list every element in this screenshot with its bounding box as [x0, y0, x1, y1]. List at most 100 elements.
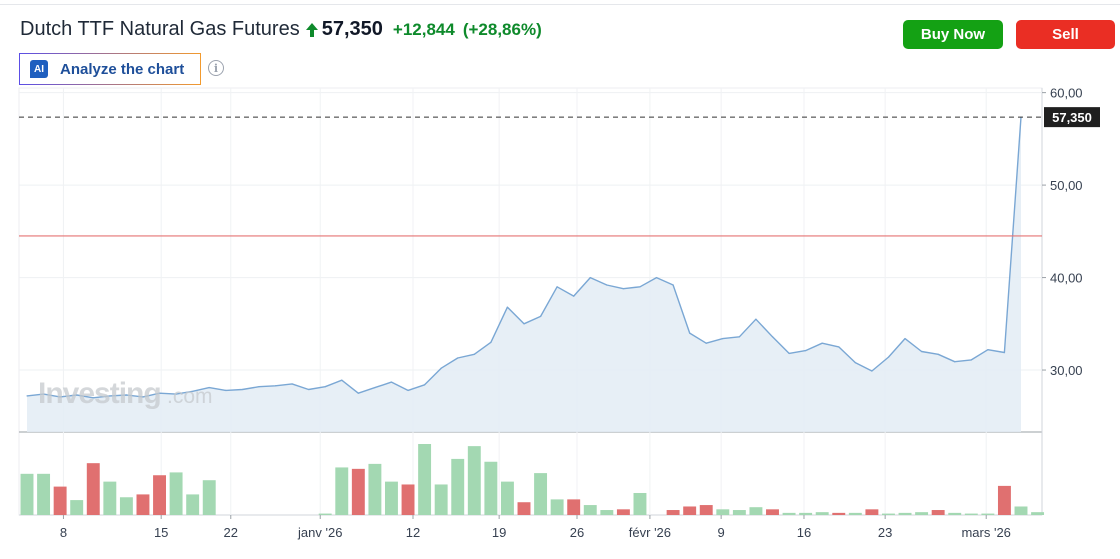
watermark-suffix: .com: [167, 385, 213, 408]
volume-bar: [517, 502, 531, 515]
volume-bar: [186, 494, 200, 515]
price-point: [556, 286, 558, 288]
volume-bar: [351, 468, 365, 515]
y-tick-label: 40,00: [1050, 271, 1083, 286]
volume-bar: [451, 458, 465, 515]
price-point: [192, 390, 194, 392]
price-point: [225, 389, 227, 391]
price-point: [324, 386, 326, 388]
volume-bar: [699, 505, 713, 515]
price-point: [341, 379, 343, 381]
volume-bar: [70, 500, 84, 515]
price-point: [42, 393, 45, 395]
price-point: [523, 323, 525, 325]
price-up-arrow-icon: [305, 22, 318, 37]
price-point: [573, 295, 575, 297]
price-point: [357, 392, 359, 394]
volume-bar: [865, 509, 879, 515]
price-point: [606, 284, 608, 286]
price-point: [589, 276, 591, 279]
watermark-brand: Investing: [38, 377, 161, 410]
volume-bar: [368, 463, 382, 515]
price-point: [158, 392, 161, 394]
volume-bar: [119, 497, 133, 515]
buy-now-button[interactable]: Buy Now: [903, 20, 1003, 49]
info-icon[interactable]: i: [208, 60, 224, 76]
price-point: [622, 288, 625, 290]
last-price-tag: [1044, 107, 1100, 128]
price-point: [76, 394, 78, 396]
volume-bar: [981, 513, 995, 515]
price-point: [506, 306, 509, 308]
price-point: [274, 385, 277, 387]
price-point: [92, 397, 94, 399]
price-point: [771, 336, 774, 338]
volume-bar: [335, 467, 349, 515]
sell-button[interactable]: Sell: [1016, 20, 1115, 49]
price-change: +12,844: [392, 19, 455, 39]
price-point: [539, 315, 542, 318]
price-point: [788, 352, 790, 354]
instrument-header: Dutch TTF Natural Gas Futures 57,350 +12…: [20, 18, 542, 41]
volume-bar: [500, 481, 514, 515]
volume-bar: [583, 505, 597, 515]
volume-bar: [997, 485, 1011, 515]
volume-bar: [202, 480, 216, 515]
price-point: [838, 346, 840, 348]
volume-bar: [1014, 506, 1028, 515]
volume-bar: [418, 444, 432, 515]
x-tick-label: 19: [492, 525, 506, 540]
volume-bar: [385, 481, 398, 515]
price-point: [854, 362, 856, 364]
volume-bar: [766, 509, 779, 515]
volume-bar: [749, 507, 763, 515]
price-point: [871, 370, 873, 372]
x-tick-label: 22: [224, 525, 238, 540]
volume-bar: [848, 512, 862, 515]
price-point: [241, 388, 243, 391]
volume-bar: [567, 499, 581, 515]
price-point: [125, 394, 127, 396]
x-tick-label: 12: [406, 525, 420, 540]
price-point: [291, 383, 293, 385]
plot-frame: [18, 87, 1043, 516]
volume-bar: [616, 509, 630, 515]
analyze-chart-button[interactable]: AI Analyze the chart: [19, 53, 201, 85]
volume-bar: [948, 512, 962, 515]
volume-bar: [534, 473, 548, 515]
volume-bar: [467, 446, 481, 515]
x-tick-label: 16: [797, 525, 811, 540]
price-point: [440, 367, 442, 369]
x-tick-label: févr '26: [629, 525, 671, 540]
price-point: [755, 318, 757, 320]
x-tick-label: mars '26: [961, 525, 1010, 540]
price-point: [921, 350, 923, 353]
x-tick-label: janv '26: [297, 525, 342, 540]
price-point: [59, 396, 61, 398]
volume-bar: [37, 473, 51, 515]
price-point: [722, 338, 724, 340]
x-tick-label: 26: [570, 525, 584, 540]
price-point: [655, 276, 658, 279]
volume-bar: [732, 510, 746, 515]
x-tick-label: 9: [718, 525, 725, 540]
last-price: 57,350: [321, 18, 383, 40]
price-point: [457, 357, 459, 359]
price-point: [374, 387, 376, 389]
volume-bar: [169, 472, 183, 515]
x-tick-label: 15: [154, 525, 168, 540]
price-point: [987, 349, 989, 351]
price-point: [208, 387, 210, 389]
x-tick-label: 8: [60, 525, 67, 540]
volume-bar: [434, 484, 448, 515]
price-point: [887, 356, 890, 358]
volume-bar: [964, 513, 978, 515]
price-point: [490, 341, 492, 343]
volume-bar: [153, 475, 166, 515]
price-point: [308, 388, 310, 391]
volume-bar: [318, 513, 332, 515]
price-point: [142, 396, 144, 398]
volume-bar: [832, 512, 846, 515]
price-point: [26, 395, 28, 397]
